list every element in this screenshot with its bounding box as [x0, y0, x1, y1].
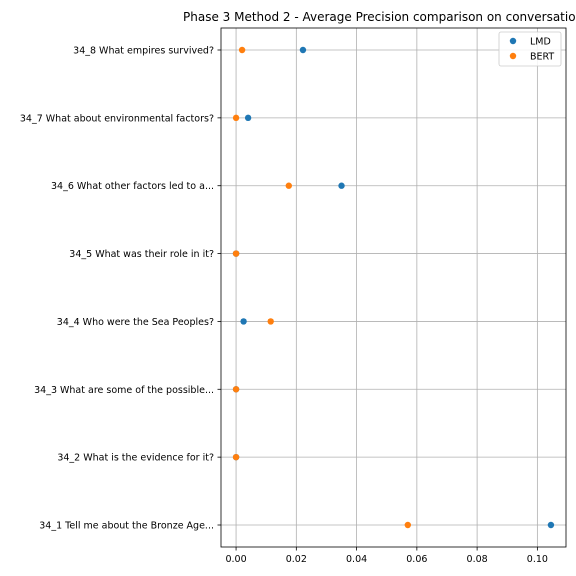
y-tick-label: 34_1 Tell me about the Bronze Age...	[39, 521, 214, 532]
data-point-bert	[232, 250, 240, 257]
data-point-bert	[285, 182, 292, 189]
data-point-lmd	[547, 521, 555, 529]
plot-frame	[220, 27, 567, 548]
y-tick-label: 34_5 What was their role in it?	[69, 249, 214, 260]
y-tick-label: 34_8 What empires survived?	[73, 46, 214, 57]
legend-label: BERT	[530, 52, 554, 63]
x-tick-label: 0.06	[406, 554, 427, 565]
y-tick-label: 34_6 What other factors led to a...	[51, 181, 214, 192]
y-tick-label: 34_4 Who were the Sea Peoples?	[57, 317, 214, 328]
data-point-lmd	[338, 182, 345, 189]
data-point-bert	[232, 114, 240, 122]
chart-title: Phase 3 Method 2 - Average Precision com…	[183, 10, 576, 24]
data-point-bert	[404, 521, 412, 529]
y-tick-label: 34_3 What are some of the possible...	[34, 385, 214, 396]
x-tick-label: 0.10	[527, 554, 548, 565]
data-points	[232, 46, 555, 529]
data-point-bert	[232, 453, 240, 461]
data-point-lmd	[244, 114, 252, 122]
x-tick-label: 0.04	[346, 554, 367, 565]
legend-label: LMD	[530, 37, 551, 48]
legend: LMD BERT	[498, 31, 562, 67]
x-tick-label: 0.08	[467, 554, 488, 565]
data-point-bert	[238, 46, 246, 54]
data-point-bert	[232, 386, 240, 393]
legend-marker-lmd	[509, 37, 517, 45]
data-point-bert	[267, 318, 274, 325]
x-axis: 0.00 0.02 0.04 0.06 0.08 0.10	[225, 547, 548, 565]
grid	[221, 28, 566, 547]
data-point-lmd	[240, 318, 247, 325]
x-tick-label: 0.00	[225, 554, 246, 565]
x-tick-label: 0.02	[286, 554, 307, 565]
y-tick-label: 34_2 What is the evidence for it?	[57, 453, 214, 464]
y-tick-label: 34_7 What about environmental factors?	[20, 113, 214, 124]
legend-marker-bert	[509, 52, 517, 60]
data-point-lmd	[299, 46, 307, 54]
y-axis: 34_8 What empires survived? 34_7 What abo…	[20, 46, 221, 532]
